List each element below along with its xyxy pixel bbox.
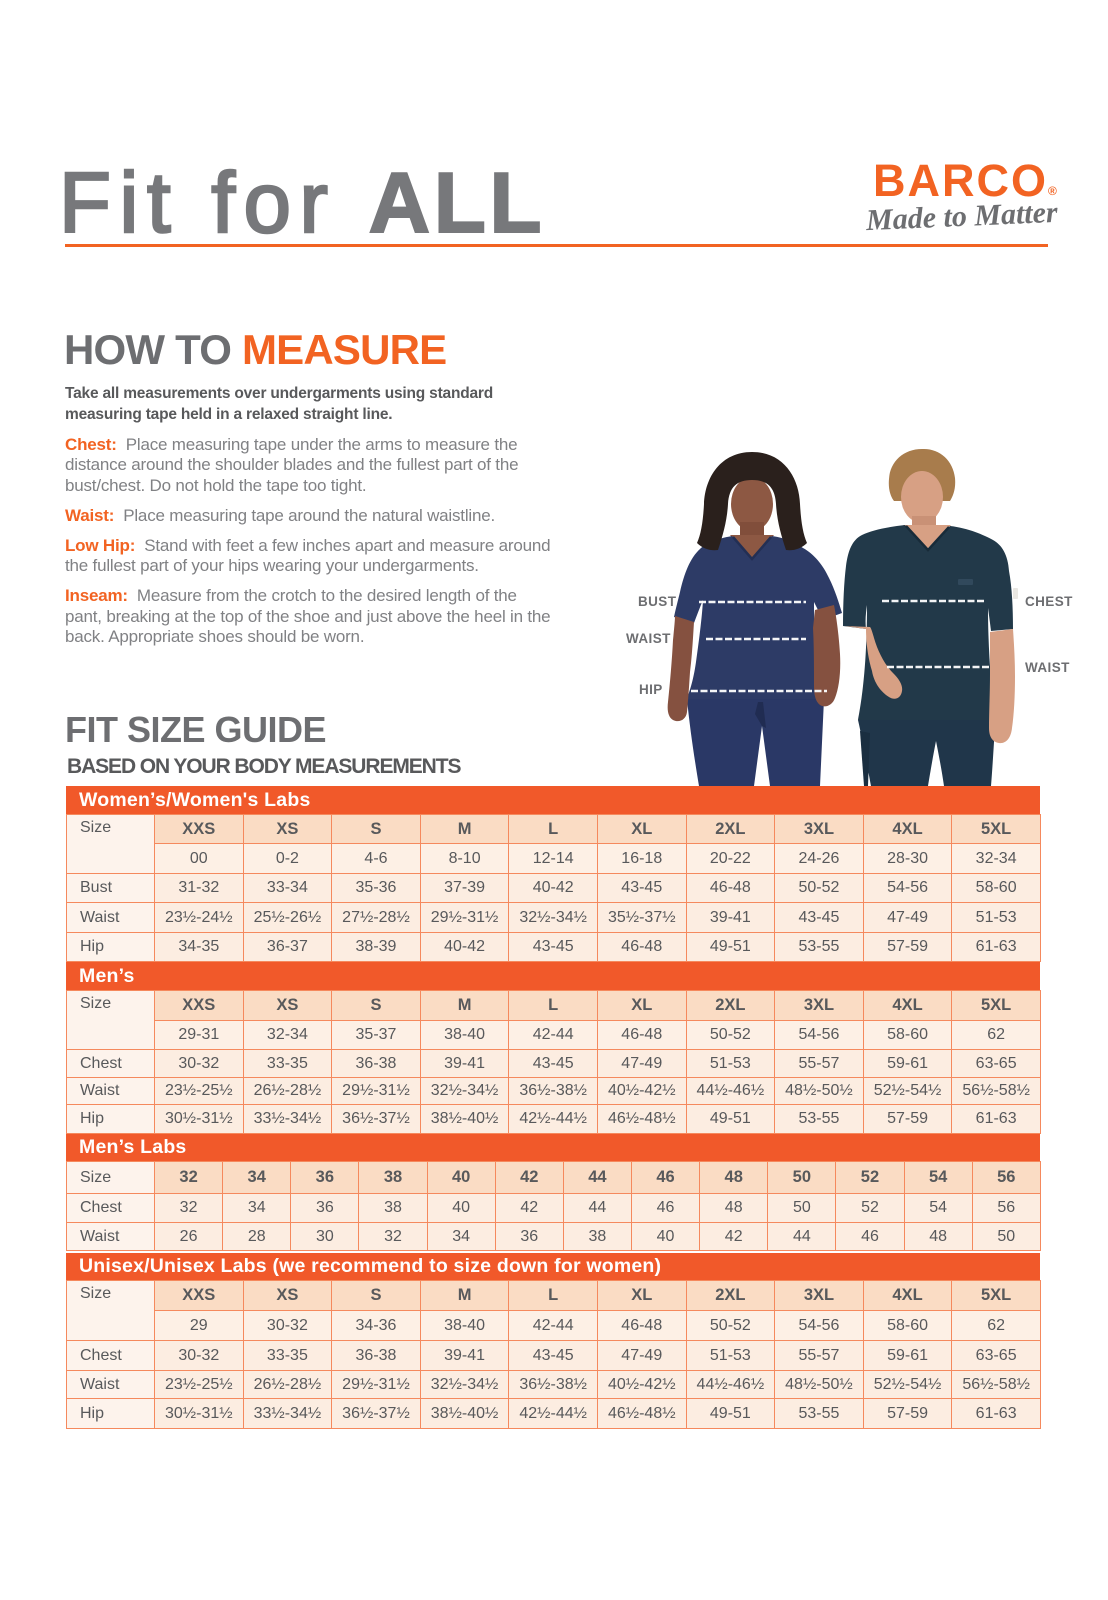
svg-text:WAIST: WAIST xyxy=(1025,660,1070,675)
svg-text:HIP: HIP xyxy=(639,682,663,697)
svg-text:CHEST: CHEST xyxy=(1025,594,1073,609)
svg-text:WAIST: WAIST xyxy=(626,631,671,646)
svg-text:BUST: BUST xyxy=(638,594,677,609)
